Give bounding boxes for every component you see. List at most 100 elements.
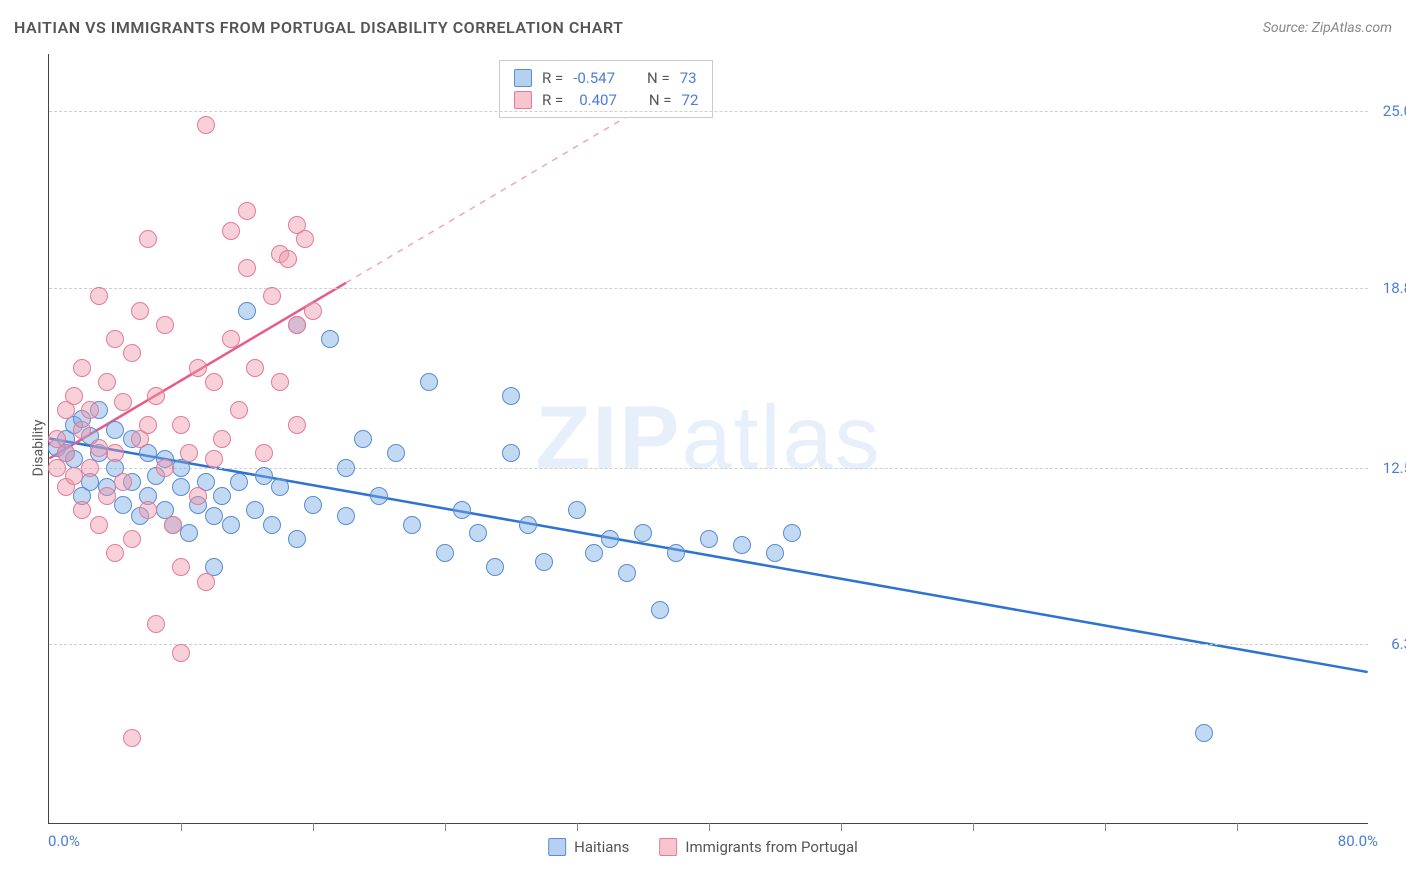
scatter-point	[123, 729, 141, 747]
scatter-point	[337, 507, 355, 525]
scatter-point	[618, 564, 636, 582]
scatter-point	[114, 496, 132, 514]
r-value: -0.547	[573, 69, 615, 87]
watermark: ZIPatlas	[535, 387, 881, 490]
stats-row: R = 0.407 N = 72	[514, 89, 698, 111]
scatter-point	[123, 344, 141, 362]
scatter-point	[197, 573, 215, 591]
scatter-point	[667, 544, 685, 562]
scatter-point	[304, 302, 322, 320]
scatter-point	[238, 202, 256, 220]
scatter-point	[81, 401, 99, 419]
scatter-point	[519, 516, 537, 534]
scatter-point	[733, 536, 751, 554]
scatter-point	[279, 250, 297, 268]
y-axis-title: Disability	[30, 420, 46, 477]
scatter-point	[238, 302, 256, 320]
scatter-point	[271, 478, 289, 496]
scatter-point	[238, 259, 256, 277]
scatter-point	[98, 487, 116, 505]
scatter-point	[213, 430, 231, 448]
gridline	[49, 288, 1368, 289]
scatter-point	[337, 459, 355, 477]
scatter-point	[288, 530, 306, 548]
scatter-point	[205, 450, 223, 468]
scatter-point	[114, 393, 132, 411]
scatter-point	[222, 330, 240, 348]
scatter-point	[230, 473, 248, 491]
r-value: 0.407	[573, 91, 617, 109]
scatter-point	[172, 416, 190, 434]
scatter-point	[180, 524, 198, 542]
scatter-point	[81, 459, 99, 477]
scatter-point	[766, 544, 784, 562]
trend-lines-svg	[49, 54, 1368, 823]
x-tick	[973, 823, 974, 831]
scatter-point	[57, 444, 75, 462]
correlation-stats-box: R = -0.547 N = 73 R = 0.407 N = 72	[499, 60, 713, 118]
stats-row: R = -0.547 N = 73	[514, 67, 698, 89]
scatter-point	[288, 316, 306, 334]
x-tick	[181, 823, 182, 831]
scatter-point	[90, 439, 108, 457]
scatter-point	[230, 401, 248, 419]
scatter-point	[436, 544, 454, 562]
legend-item: Immigrants from Portugal	[659, 838, 857, 856]
x-tick	[841, 823, 842, 831]
legend-label: Immigrants from Portugal	[685, 838, 857, 856]
scatter-point	[156, 459, 174, 477]
scatter-point	[172, 644, 190, 662]
scatter-point	[370, 487, 388, 505]
scatter-point	[321, 330, 339, 348]
scatter-point	[651, 601, 669, 619]
watermark-bold: ZIP	[535, 388, 681, 488]
scatter-point	[139, 501, 157, 519]
gridline	[49, 644, 1368, 645]
gridline	[49, 468, 1368, 469]
scatter-point	[783, 524, 801, 542]
scatter-point	[114, 473, 132, 491]
n-label: N =	[649, 91, 672, 109]
scatter-point	[222, 516, 240, 534]
x-tick-label: 80.0%	[1338, 832, 1378, 850]
scatter-point	[180, 444, 198, 462]
scatter-point	[634, 524, 652, 542]
scatter-point	[98, 373, 116, 391]
scatter-point	[90, 516, 108, 534]
scatter-point	[601, 530, 619, 548]
n-value: 72	[682, 91, 699, 109]
scatter-point	[106, 330, 124, 348]
scatter-point	[73, 421, 91, 439]
scatter-point	[172, 558, 190, 576]
scatter-point	[172, 478, 190, 496]
scatter-point	[453, 501, 471, 519]
x-tick	[1105, 823, 1106, 831]
scatter-point	[246, 501, 264, 519]
scatter-point	[296, 230, 314, 248]
scatter-point	[73, 501, 91, 519]
scatter-point	[189, 359, 207, 377]
scatter-point	[205, 507, 223, 525]
scatter-point	[123, 530, 141, 548]
scatter-point	[156, 316, 174, 334]
swatch-blue	[548, 838, 566, 856]
scatter-point	[420, 373, 438, 391]
legend-label: Haitians	[574, 838, 629, 856]
x-tick-label: 0.0%	[48, 832, 80, 850]
scatter-point	[263, 287, 281, 305]
scatter-point	[65, 467, 83, 485]
scatter-point	[568, 501, 586, 519]
scatter-point	[222, 222, 240, 240]
y-tick-label: 18.8%	[1383, 279, 1406, 297]
scatter-point	[106, 444, 124, 462]
scatter-point	[502, 387, 520, 405]
x-tick	[1237, 823, 1238, 831]
gridline	[49, 111, 1368, 112]
y-tick-label: 6.3%	[1391, 635, 1406, 653]
source-citation: Source: ZipAtlas.com	[1263, 20, 1392, 36]
x-tick	[577, 823, 578, 831]
scatter-point	[147, 615, 165, 633]
scatter-point	[354, 430, 372, 448]
scatter-point	[65, 387, 83, 405]
n-label: N =	[647, 69, 670, 87]
